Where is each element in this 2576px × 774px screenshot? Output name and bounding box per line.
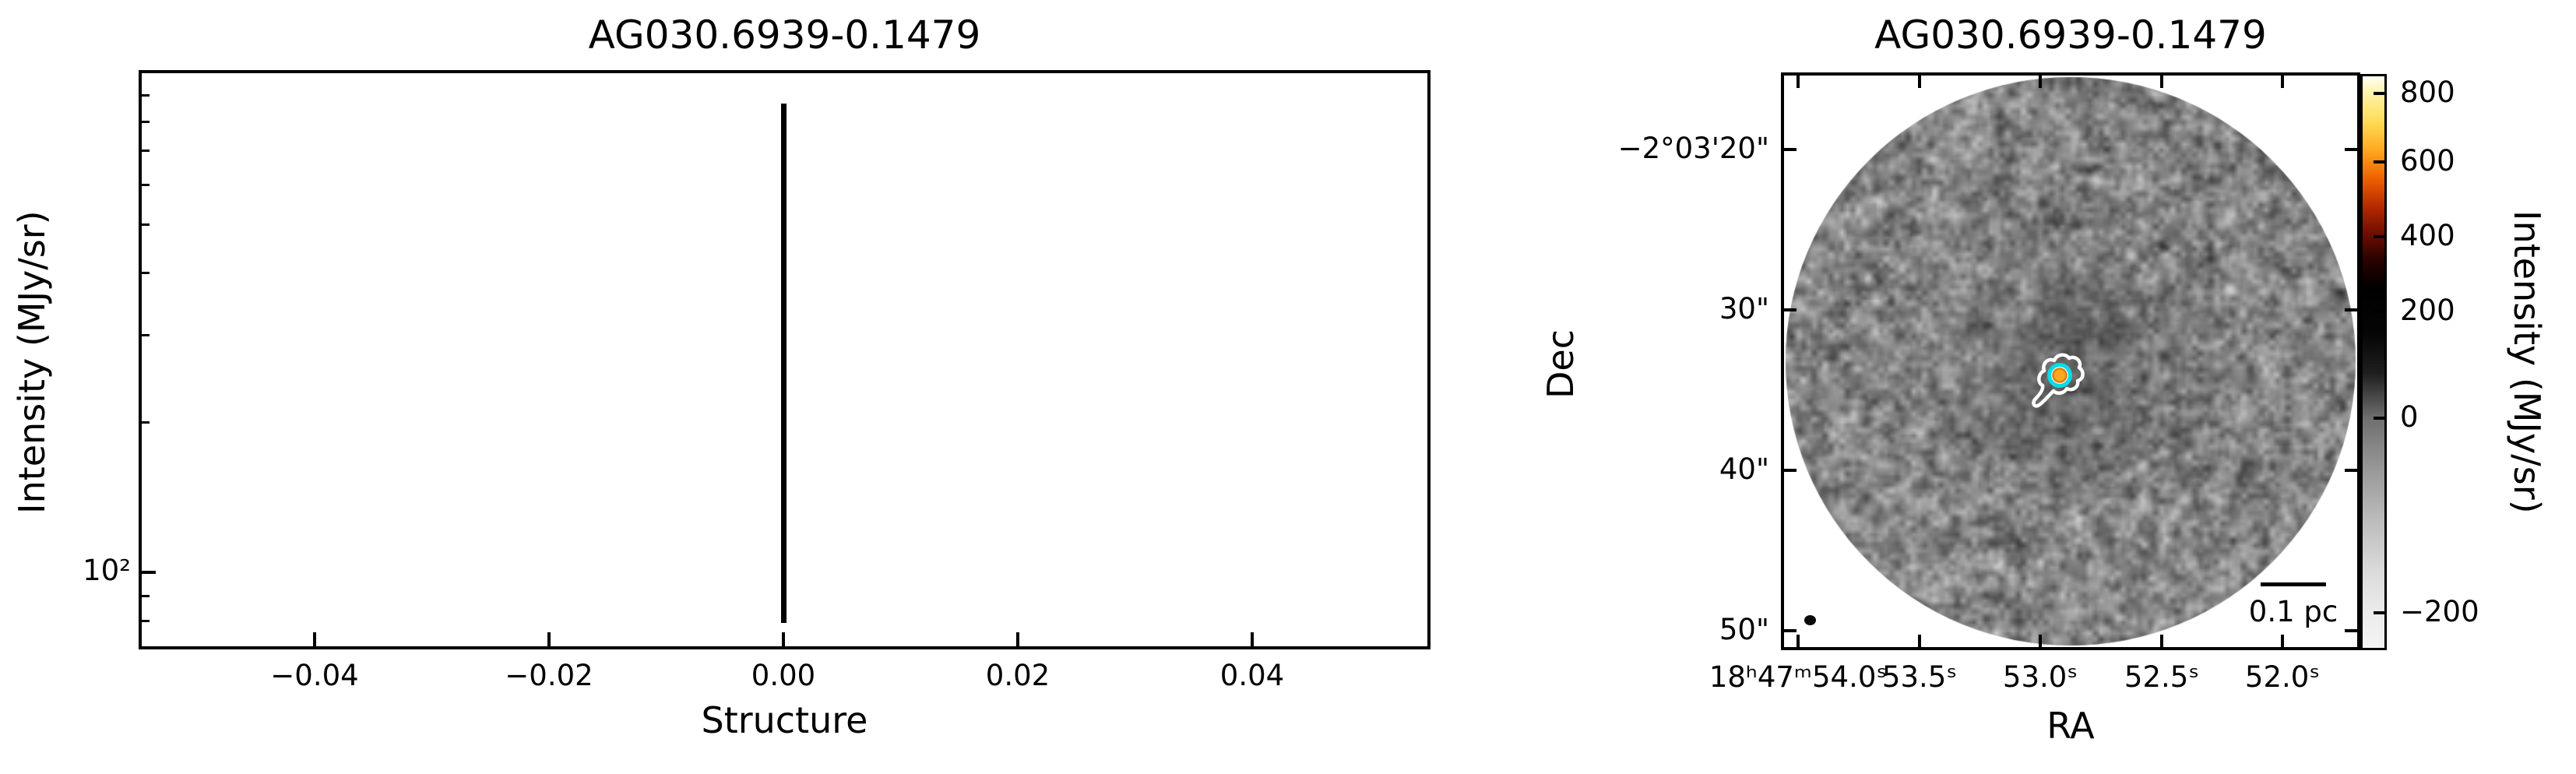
left-x-tick-label: 0.00 bbox=[751, 659, 816, 692]
tick-mark bbox=[2281, 76, 2284, 88]
tick-mark bbox=[2374, 310, 2384, 313]
tick-mark bbox=[2374, 160, 2384, 164]
ra-tick-label: 52.5ˢ bbox=[2124, 660, 2200, 694]
tick-mark bbox=[2345, 629, 2357, 632]
tick-mark bbox=[142, 420, 150, 424]
dec-tick-label: 40" bbox=[1719, 452, 1769, 486]
colorbar bbox=[2360, 74, 2387, 650]
tick-mark bbox=[2160, 76, 2163, 88]
tick-mark bbox=[142, 120, 150, 123]
left-x-tick-label: −0.04 bbox=[270, 659, 359, 692]
tick-mark bbox=[2374, 417, 2384, 420]
tick-mark bbox=[2160, 635, 2163, 647]
scalebar bbox=[2261, 582, 2326, 586]
left-x-tick-label: −0.02 bbox=[505, 659, 593, 692]
dec-tick-label: 30" bbox=[1719, 292, 1769, 325]
colorbar-tick-label: −200 bbox=[2400, 595, 2479, 628]
tick-mark bbox=[1797, 635, 1800, 647]
tick-mark bbox=[2281, 635, 2284, 647]
source-peak-icon bbox=[2052, 368, 2067, 383]
dec-tick-label: −2°03'20" bbox=[1617, 132, 1769, 165]
tick-mark bbox=[142, 93, 150, 97]
ra-tick-label: 53.5ˢ bbox=[1881, 660, 1958, 694]
tick-mark bbox=[2039, 76, 2042, 88]
tick-mark bbox=[1784, 148, 1797, 151]
tick-mark bbox=[1251, 632, 1254, 646]
scalebar-label: 0.1 pc bbox=[2248, 595, 2338, 628]
colorbar-tick-label: 600 bbox=[2400, 144, 2455, 178]
left-y-tick-label: 10² bbox=[83, 554, 131, 587]
colorbar-axis-label: Intensity (MJy/sr) bbox=[2506, 210, 2548, 514]
tick-mark bbox=[1784, 629, 1797, 632]
source-contour-icon bbox=[2032, 353, 2085, 408]
structure-data-line bbox=[781, 104, 787, 623]
tick-mark bbox=[2039, 635, 2042, 647]
tick-mark bbox=[142, 223, 150, 226]
left-plot-title: AG030.6939-0.1479 bbox=[588, 12, 981, 58]
left-x-axis-label: Structure bbox=[701, 699, 868, 741]
tick-mark bbox=[2345, 469, 2357, 472]
colorbar-tick-label: 200 bbox=[2400, 294, 2455, 327]
tick-mark bbox=[142, 149, 150, 152]
tick-mark bbox=[1797, 76, 1800, 88]
tick-mark bbox=[142, 619, 150, 622]
dec-tick-label: 50" bbox=[1719, 613, 1769, 646]
tick-mark bbox=[1016, 632, 1019, 646]
tick-mark bbox=[142, 571, 156, 574]
tick-mark bbox=[782, 632, 785, 646]
tick-mark bbox=[1918, 635, 1921, 647]
left-x-tick-label: 0.04 bbox=[1219, 659, 1285, 692]
tick-mark bbox=[2345, 308, 2357, 311]
ra-tick-label: 53.0ˢ bbox=[2002, 660, 2078, 694]
beam-icon bbox=[1804, 615, 1816, 625]
colorbar-tick-label: 0 bbox=[2400, 400, 2419, 434]
tick-mark bbox=[2374, 235, 2384, 238]
colorbar-tick-label: 800 bbox=[2400, 76, 2455, 109]
tick-mark bbox=[1784, 308, 1797, 311]
tick-mark bbox=[1784, 469, 1797, 472]
tick-mark bbox=[142, 333, 150, 336]
ra-tick-label: 52.0ˢ bbox=[2244, 660, 2321, 694]
tick-mark bbox=[142, 594, 150, 597]
tick-mark bbox=[547, 632, 551, 646]
left-x-tick-label: 0.02 bbox=[985, 659, 1050, 692]
sky-map-title: AG030.6939-0.1479 bbox=[1874, 12, 2267, 58]
tick-mark bbox=[2345, 148, 2357, 151]
tick-mark bbox=[2374, 92, 2384, 95]
tick-mark bbox=[142, 271, 150, 274]
tick-mark bbox=[2374, 611, 2384, 614]
ra-tick-label: 18ʰ47ᵐ54.0ˢ bbox=[1709, 660, 1888, 694]
ra-axis-label: RA bbox=[2046, 705, 2095, 747]
white-contour-icon bbox=[2032, 353, 2085, 408]
tick-mark bbox=[1918, 76, 1921, 88]
tick-mark bbox=[313, 632, 316, 646]
tick-mark bbox=[142, 183, 150, 186]
sky-image-canvas bbox=[1784, 76, 2357, 647]
colorbar-tick-label: 400 bbox=[2400, 219, 2455, 252]
